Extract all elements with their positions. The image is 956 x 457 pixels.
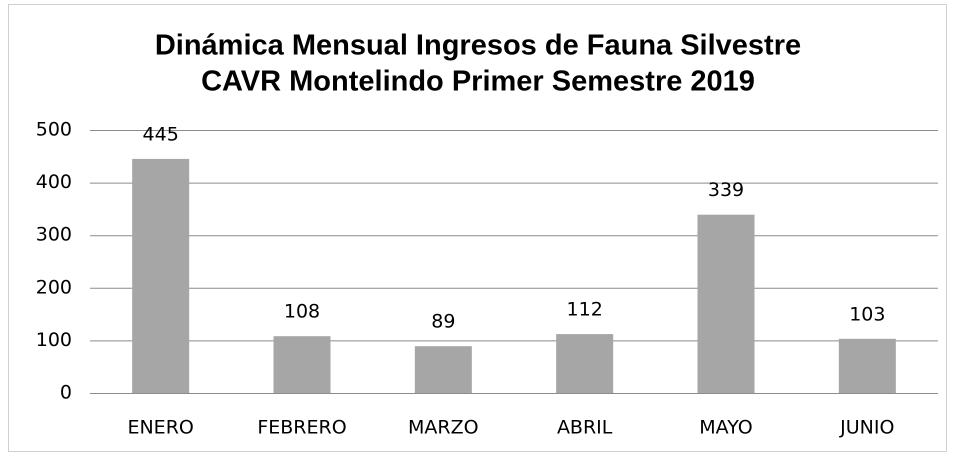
y-tick-label: 500 — [36, 119, 72, 141]
x-tick-label: MAYO — [699, 417, 752, 439]
y-tick-label: 300 — [36, 224, 72, 246]
chart-title: Dinámica Mensual Ingresos de Fauna Silve… — [155, 30, 801, 62]
y-tick-label: 0 — [60, 382, 72, 404]
bar — [414, 346, 472, 393]
x-tick-label: ABRIL — [557, 417, 613, 439]
data-label: 445 — [143, 123, 179, 145]
data-label: 112 — [567, 299, 603, 321]
x-tick-label: ENERO — [127, 417, 193, 439]
x-tick-label: FEBRERO — [257, 417, 346, 439]
y-tick-label: 200 — [36, 276, 72, 298]
chart-title: CAVR Montelindo Primer Semestre 2019 — [201, 66, 755, 98]
data-label: 89 — [431, 311, 455, 333]
y-tick-label: 400 — [36, 171, 72, 193]
bar — [132, 158, 190, 393]
data-label: 339 — [708, 179, 744, 201]
data-label: 103 — [849, 303, 885, 325]
x-tick-label: MARZO — [408, 417, 479, 439]
bar — [556, 334, 614, 393]
bar — [697, 214, 755, 393]
data-label: 108 — [284, 301, 320, 323]
bar — [273, 336, 331, 393]
bar — [838, 338, 896, 393]
x-tick-label: JUNIO — [839, 417, 894, 439]
y-tick-label: 100 — [36, 329, 72, 351]
